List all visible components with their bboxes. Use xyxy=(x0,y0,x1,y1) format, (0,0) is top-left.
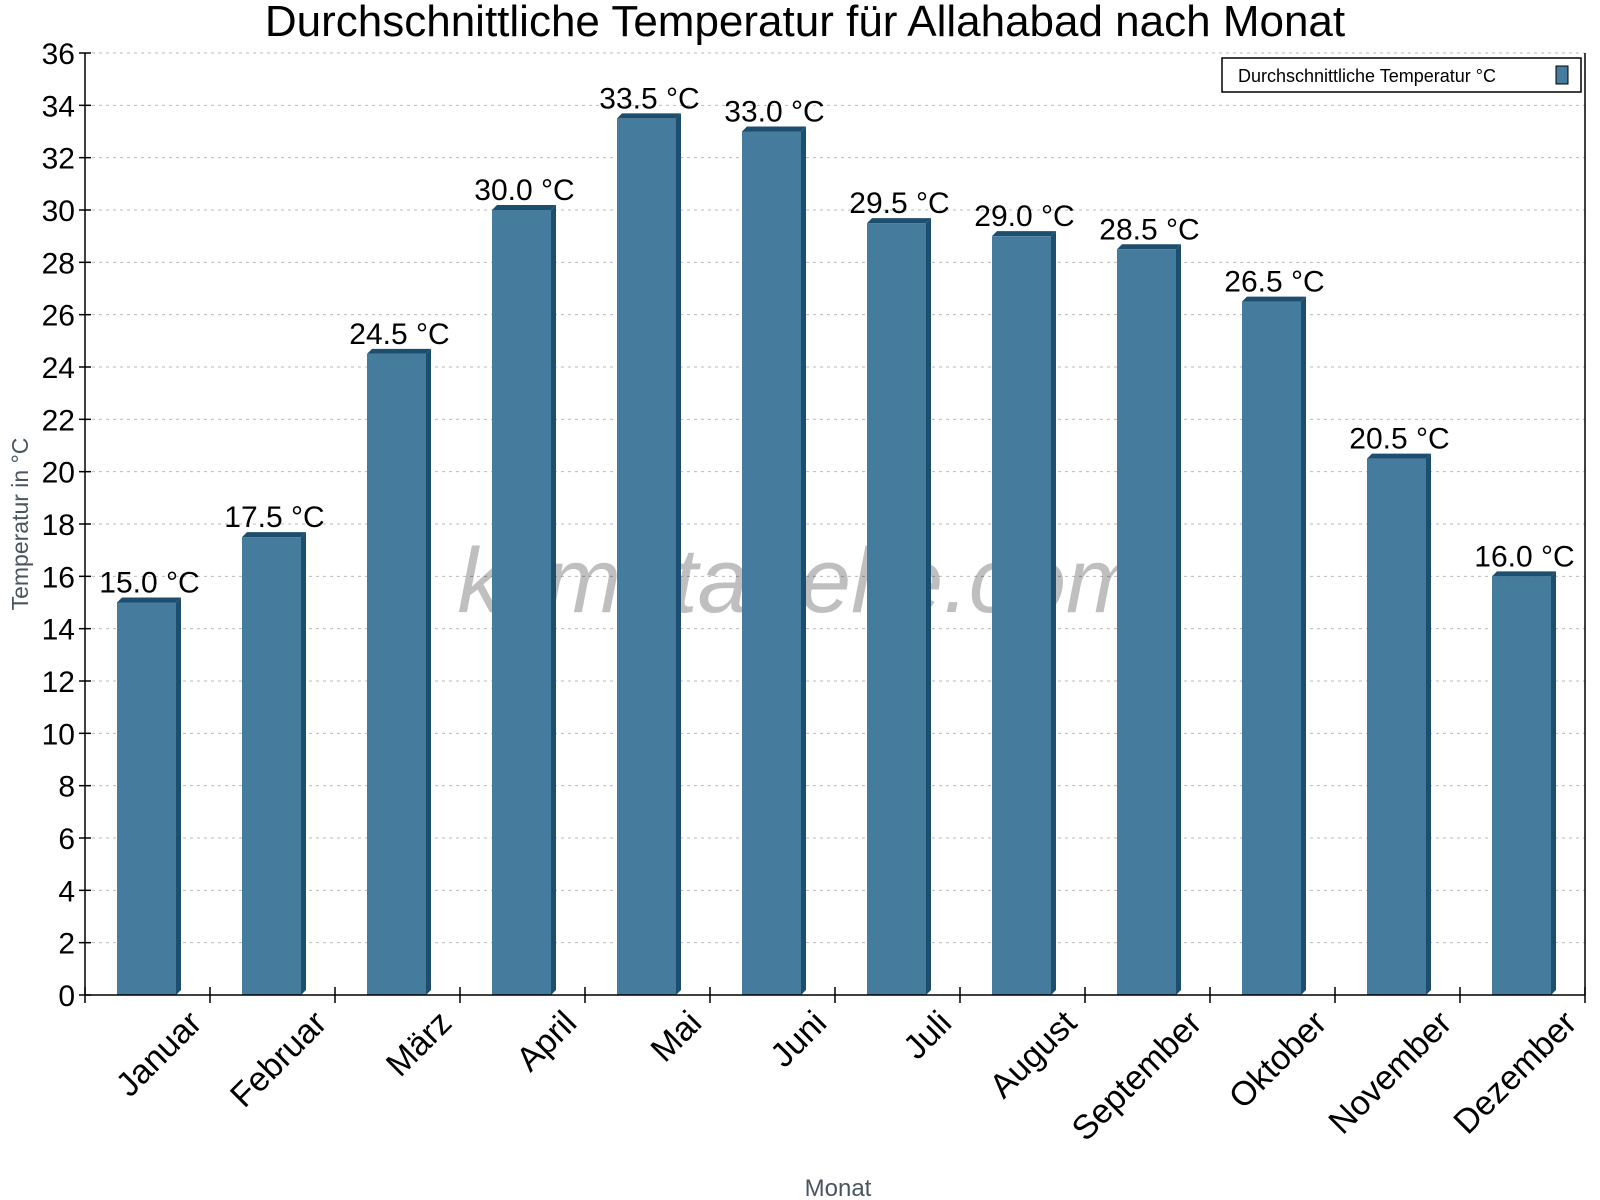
y-tick-label: 4 xyxy=(58,875,75,908)
legend-box xyxy=(1221,57,1582,93)
y-tick-label: 8 xyxy=(58,771,75,804)
legend-swatch xyxy=(1555,65,1569,85)
y-tick-label: 32 xyxy=(42,143,75,176)
y-tick-label: 2 xyxy=(58,928,75,961)
x-tick-label: Juni xyxy=(763,1004,834,1075)
bar xyxy=(992,236,1051,995)
bar-side xyxy=(1301,296,1306,995)
x-tick-label: November xyxy=(1321,1004,1459,1142)
bar xyxy=(242,537,301,995)
bar-value-label: 24.5 °C xyxy=(349,318,449,351)
y-tick-label: 0 xyxy=(58,980,75,1013)
bar-top xyxy=(992,231,1056,237)
bar xyxy=(117,602,176,995)
bar-value-label: 28.5 °C xyxy=(1099,213,1199,246)
bar-top xyxy=(867,218,931,224)
y-tick-label: 36 xyxy=(42,38,75,71)
y-axis-label: Temperatur in °C xyxy=(7,438,33,611)
bar-top xyxy=(1367,453,1431,459)
bar-side xyxy=(676,113,681,995)
bar-top xyxy=(1242,296,1306,302)
bar-value-label: 33.0 °C xyxy=(724,96,824,129)
y-tick-label: 18 xyxy=(42,509,75,542)
bar-side xyxy=(926,218,931,996)
bars: 15.0 °C 17.5 °C 24.5 °C 30.0 °C 33.5 °C 33.0 … xyxy=(99,82,1575,996)
bar xyxy=(867,223,926,996)
x-tick-label: April xyxy=(509,1004,584,1079)
bar-side xyxy=(176,597,181,995)
bar xyxy=(742,131,801,995)
bar-side xyxy=(1551,571,1556,995)
x-tick-label: Juli xyxy=(896,1004,959,1067)
bar xyxy=(617,118,676,995)
x-tick-label: Oktober xyxy=(1222,1004,1334,1116)
bar-top xyxy=(617,113,681,119)
bar-value-label: 33.5 °C xyxy=(599,82,699,115)
bar-side xyxy=(426,348,431,996)
bar-top xyxy=(117,597,181,603)
bar-top xyxy=(1117,244,1181,250)
bar xyxy=(1117,249,1176,995)
y-tick-label: 12 xyxy=(42,666,75,699)
x-tick-label: Februar xyxy=(223,1004,334,1115)
bar-side xyxy=(1176,244,1181,995)
bar-value-label: 29.0 °C xyxy=(974,200,1074,233)
x-tick-label: September xyxy=(1065,1004,1209,1148)
x-tick-label: Dezember xyxy=(1446,1004,1584,1142)
bar-side xyxy=(1426,453,1431,995)
bar xyxy=(1492,576,1551,995)
bar-value-label: 15.0 °C xyxy=(99,567,199,600)
bar-top xyxy=(492,205,556,210)
x-tick-label: Mai xyxy=(644,1004,710,1070)
y-tick-label: 22 xyxy=(42,404,75,437)
bar-side xyxy=(801,126,806,995)
bar-value-label: 29.5 °C xyxy=(849,187,949,220)
chart-title: Durchschnittliche Temperatur für Allahab… xyxy=(265,0,1345,46)
y-tick-label: 26 xyxy=(42,300,75,333)
bar-top xyxy=(1492,571,1556,577)
y-tick-label: 30 xyxy=(42,195,75,228)
x-tick-label: August xyxy=(982,1003,1084,1105)
x-tick-label: Januar xyxy=(109,1004,209,1104)
bar xyxy=(1367,458,1426,995)
x-tick-label: März xyxy=(379,1004,459,1084)
y-tick-label: 20 xyxy=(42,457,75,490)
bar-top xyxy=(242,532,306,538)
bar-side xyxy=(1051,231,1056,995)
bar-top xyxy=(367,348,431,354)
y-tick-label: 10 xyxy=(42,718,75,751)
bar-value-label: 16.0 °C xyxy=(1474,540,1574,573)
bar-side xyxy=(301,532,306,995)
bar xyxy=(492,210,551,995)
bar xyxy=(367,353,426,996)
x-axis-label: Monat xyxy=(805,1175,872,1200)
gridlines xyxy=(85,52,1585,944)
y-tick-label: 14 xyxy=(42,614,75,647)
bar-side xyxy=(551,205,556,995)
bar-value-label: 26.5 °C xyxy=(1224,266,1324,299)
bar-value-label: 17.5 °C xyxy=(224,501,324,534)
y-tick-label: 6 xyxy=(58,823,75,856)
bar-value-label: 20.5 °C xyxy=(1349,423,1449,456)
legend-label: Durchschnittliche Temperatur °C xyxy=(1238,66,1496,86)
y-tick-label: 34 xyxy=(42,90,75,123)
bar-top xyxy=(742,126,806,132)
y-tick-label: 24 xyxy=(42,352,75,385)
y-tick-label: 16 xyxy=(42,561,75,594)
bar-value-label: 30.0 °C xyxy=(474,174,574,207)
y-tick-label: 28 xyxy=(42,247,75,280)
legend: Durchschnittliche Temperatur °C xyxy=(1221,57,1582,93)
bar xyxy=(1242,301,1301,995)
